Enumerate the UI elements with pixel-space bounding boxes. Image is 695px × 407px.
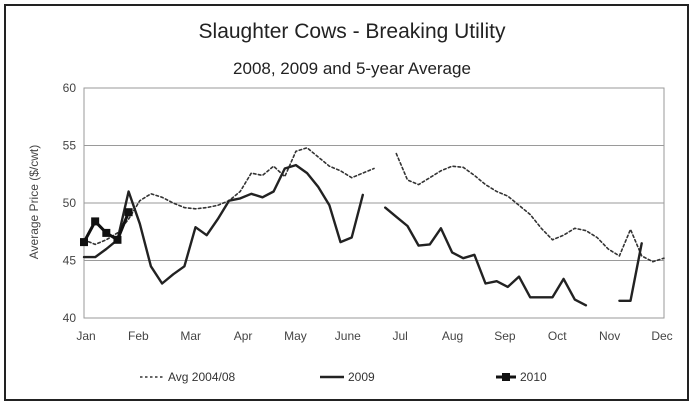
y-tick-labels: 40 45 50 55 60 — [63, 81, 77, 325]
legend-label-0: Avg 2004/08 — [168, 370, 235, 384]
x-tick-label: May — [284, 329, 307, 343]
x-tick-label: Aug — [442, 329, 463, 343]
x-tick-label: Mar — [180, 329, 201, 343]
y-tick-label: 60 — [63, 81, 77, 95]
legend-marker — [502, 373, 510, 381]
x-tick-label: Sep — [494, 329, 516, 343]
grid — [83, 87, 665, 319]
chart-subtitle: 2008, 2009 and 5-year Average — [233, 59, 471, 78]
data-point — [124, 208, 133, 217]
series-line-1-1 — [384, 206, 588, 307]
x-tick-label: June — [335, 329, 361, 343]
legend-label-2: 2010 — [520, 370, 547, 384]
y-tick-label: 50 — [63, 196, 77, 210]
x-tick-label: Nov — [599, 329, 620, 343]
data-point — [91, 217, 100, 226]
x-tick-label: Feb — [128, 329, 149, 343]
x-tick-label: Jul — [393, 329, 408, 343]
y-tick-label: 55 — [63, 139, 77, 153]
x-tick-label: Oct — [548, 329, 567, 343]
data-point — [113, 235, 122, 244]
data-point — [80, 238, 88, 247]
series-line-1-0 — [82, 163, 364, 285]
chart-title: Slaughter Cows - Breaking Utility — [199, 20, 506, 43]
legend-label-1: 2009 — [348, 370, 375, 384]
x-tick-label: Jan — [76, 329, 95, 343]
series-line-0-1 — [395, 152, 665, 263]
series-0 — [83, 147, 665, 263]
y-tick-label: 40 — [63, 311, 77, 325]
y-axis-label: Average Price ($/cwt) — [27, 145, 41, 260]
series-1 — [82, 163, 643, 307]
x-tick-labels: Jan Feb Mar Apr May June Jul Aug Sep Oct Nov Dec — [76, 329, 672, 343]
data-point — [102, 228, 111, 237]
x-tick-label: Apr — [234, 329, 253, 343]
plot-area — [80, 147, 665, 307]
x-tick-label: Dec — [651, 329, 672, 343]
series-2 — [80, 208, 133, 247]
y-tick-label: 45 — [63, 254, 77, 268]
legend: Avg 2004/08 2009 2010 — [140, 370, 547, 384]
plot-border — [83, 87, 665, 319]
series-line-1-2 — [618, 242, 643, 302]
